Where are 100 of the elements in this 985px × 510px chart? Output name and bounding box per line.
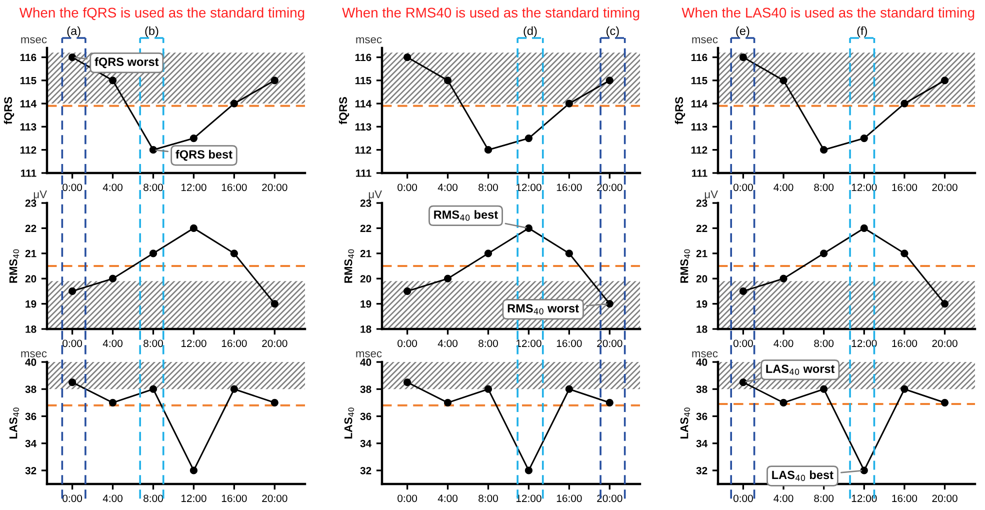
y-tick-label: 111 [21,170,36,177]
y-tick-label: 23 [360,200,372,207]
y-tick-label: 38 [696,386,708,394]
y-tick-label: 115 [355,77,372,84]
point [606,398,614,406]
text: μV [368,190,382,200]
point [270,300,278,308]
point [190,134,198,142]
y-axis-title: RMS$_{40}$ [344,249,354,283]
y-tick-label: 20 [25,275,36,282]
y-tick-label: 116 [355,54,372,62]
y-axis-title: RMS$_{40}$ [9,249,20,283]
y-tick-label: 114 [20,100,37,108]
text: msec [692,351,718,358]
y-tick-label: 22 [25,224,36,232]
x-tick-label: 20:00 [597,184,622,192]
point [190,224,198,232]
x-tick-label: 20:00 [597,340,622,348]
point [444,398,452,406]
y-axis-title: fQRS [674,97,686,124]
y-tick-label: 34 [696,440,708,448]
x-tick-label: 8:00 [814,184,834,192]
x-tick-label: 8:00 [144,184,163,192]
chart-title: When the LAS40 is used as the standard timing [682,7,974,20]
y-tick-label: 36 [25,412,36,420]
x-tick-label: 4:00 [774,494,794,502]
text: msec [21,351,47,358]
point [860,134,868,142]
text: msec [356,37,382,44]
point [820,146,828,154]
x-tick-label: 12:00 [516,494,542,502]
x-tick-label: 16:00 [556,340,582,348]
x-tick-label: 8:00 [478,184,498,192]
x-tick-label: 4:00 [774,184,794,192]
y-tick-label: 20 [696,275,708,282]
ref-line-label: (a) [67,26,80,38]
x-tick-label: 0:00 [398,184,418,192]
x-tick-label: 0:00 [733,184,753,192]
point [190,466,198,474]
y-tick-label: 23 [696,200,708,207]
y-axis-title: LAS$_{40}$ [344,408,354,439]
point [230,100,238,108]
y-tick-label: 22 [360,224,372,232]
y-tick-label: 40 [696,358,708,366]
x-tick-label: 0:00 [62,184,82,192]
y-tick-label: 20 [360,275,372,282]
ref-line-label: (e) [736,26,750,38]
point [860,466,868,474]
x-tick-label: 20:00 [262,494,288,502]
y-tick-label: 115 [691,77,708,84]
point [606,300,614,308]
point [230,385,238,393]
y-tick-label: 40 [25,358,36,366]
text: μV [704,190,718,200]
point [900,250,908,258]
point [820,250,828,258]
point [149,146,158,154]
y-tick-label: 32 [696,466,708,474]
y-axis-title: LAS$_{40}$ [9,408,20,439]
x-tick-label: 0:00 [733,340,753,348]
point [524,466,533,474]
point [565,250,573,258]
y-tick-label: 34 [25,440,37,448]
x-tick-label: 4:00 [438,494,458,502]
x-tick-label: 12:00 [181,340,206,348]
y-tick-label: 38 [25,386,36,394]
x-tick-label: 20:00 [597,494,622,502]
chart-title: When the fQRS is used as the standard timing [19,7,304,20]
y-tick-label: 21 [696,250,708,258]
annotation: RMS$_{40}$ worst [508,304,579,314]
point [900,385,908,393]
point [108,76,117,84]
point [565,385,573,393]
y-tick-label: 32 [25,466,36,474]
point [739,378,748,386]
x-tick-label: 20:00 [932,184,958,192]
point [484,250,492,258]
x-tick-label: 8:00 [144,494,163,502]
x-tick-label: 8:00 [814,340,834,348]
x-tick-label: 0:00 [398,494,418,502]
y-tick-label: 114 [355,100,372,108]
ref-line-label: (c) [606,26,619,38]
x-tick-label: 12:00 [852,184,877,192]
x-tick-label: 16:00 [222,340,247,348]
x-tick-label: 20:00 [262,340,288,348]
annotation: RMS$_{40}$ best [434,210,498,221]
text: μV [34,190,47,200]
x-tick-label: 4:00 [438,184,458,192]
x-tick-label: 8:00 [478,494,498,502]
ref-line-label: (f) [857,26,867,38]
point [860,224,868,232]
x-tick-label: 12:00 [516,184,542,192]
y-axis-title: RMS$_{40}$ [680,249,690,283]
point [780,398,788,406]
x-tick-label: 12:00 [516,340,542,348]
point [940,398,949,406]
x-tick-label: 8:00 [144,340,163,348]
y-tick-label: 38 [360,386,372,394]
y-tick-label: 34 [360,440,372,448]
x-tick-label: 20:00 [262,184,288,192]
